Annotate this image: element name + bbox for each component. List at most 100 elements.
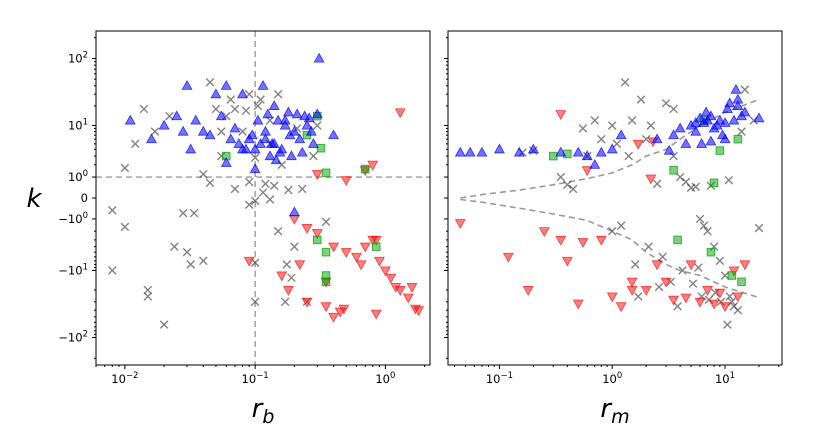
data-point-square <box>321 168 331 178</box>
data-point-triangle-down <box>394 286 406 296</box>
data-point-triangle-up <box>294 133 306 144</box>
data-point-x <box>703 226 712 236</box>
data-point-triangle-up <box>305 125 317 136</box>
data-point-triangle-up <box>264 150 276 161</box>
data-point-triangle-up <box>615 129 627 140</box>
x-tick-label: 10−1 <box>242 371 269 386</box>
data-point-triangle-up <box>285 150 297 161</box>
data-point-x <box>230 104 240 114</box>
y-tick-label: 100 <box>68 169 88 184</box>
data-point-triangle-down <box>685 260 697 271</box>
data-point-triangle-up <box>204 129 216 140</box>
data-point-triangle-down <box>282 286 294 296</box>
data-point-triangle-down <box>301 297 313 308</box>
data-point-x <box>205 77 215 87</box>
data-point-triangle-up <box>185 143 197 154</box>
data-point-x <box>652 179 662 189</box>
data-point-triangle-down <box>373 256 385 267</box>
data-point-x <box>297 184 307 194</box>
data-point-triangle-up <box>476 146 488 157</box>
data-point-x <box>644 242 653 251</box>
data-point-triangle-up <box>233 138 245 148</box>
data-point-x <box>607 226 617 236</box>
data-point-triangle-up <box>190 114 202 125</box>
data-point-triangle-down <box>615 302 627 313</box>
data-point-x <box>284 185 293 195</box>
data-point-x <box>630 260 640 269</box>
data-point-x <box>211 104 221 114</box>
data-point-triangle-up <box>717 129 728 140</box>
data-point-square <box>360 164 370 174</box>
data-point-triangle-down <box>288 214 300 225</box>
data-point-x <box>143 292 153 301</box>
data-point-x <box>715 256 725 266</box>
x-tick-label: 100 <box>375 371 395 386</box>
data-point-x <box>120 222 130 232</box>
x-axis: 10−1 100 101 <box>454 365 780 386</box>
data-point-x <box>217 127 226 136</box>
data-point-x <box>199 256 208 266</box>
data-point-triangle-up <box>257 79 269 90</box>
series-blue_up <box>454 83 765 169</box>
y-axis: 102 101 100 0 −100 −101 −102 <box>58 37 96 359</box>
data-point-x <box>646 121 656 130</box>
data-point-square <box>673 235 682 245</box>
data-point-triangle-up <box>276 143 288 154</box>
data-point-triangle-up <box>668 129 680 140</box>
data-point-x <box>624 151 634 161</box>
data-point-triangle-down <box>367 160 379 171</box>
data-point-x <box>238 127 247 136</box>
data-point-triangle-down <box>311 229 323 239</box>
data-point-x <box>258 188 268 197</box>
series-blue_up <box>124 52 340 217</box>
series-gray_x <box>107 77 331 329</box>
data-point-square <box>312 235 322 245</box>
data-point-x <box>654 282 664 292</box>
data-point-triangle-down <box>728 266 740 277</box>
data-point-triangle-down <box>577 238 589 248</box>
data-point-x <box>205 178 215 188</box>
data-point-x <box>143 285 153 295</box>
data-point-triangle-down <box>595 235 607 246</box>
data-point-triangle-down <box>660 277 672 288</box>
data-point-triangle-down <box>645 174 657 185</box>
data-point-triangle-down <box>502 252 514 263</box>
data-point-triangle-down <box>572 299 584 310</box>
data-point-triangle-up <box>249 163 261 174</box>
data-point-x <box>641 134 651 144</box>
data-point-x <box>733 305 743 315</box>
data-point-x <box>720 271 730 280</box>
data-point-triangle-up <box>197 125 209 136</box>
series-gray_x <box>518 77 764 329</box>
data-point-triangle-down <box>328 312 340 323</box>
data-point-triangle-up <box>328 129 340 140</box>
data-point-square <box>316 143 326 153</box>
data-point-triangle-up <box>279 114 291 125</box>
y-axis-label: k <box>26 184 42 214</box>
data-point-triangle-up <box>313 52 325 63</box>
data-point-triangle-up <box>581 150 593 161</box>
data-point-x <box>596 134 606 144</box>
data-point-triangle-down <box>370 309 382 320</box>
data-point-triangle-up <box>730 83 742 94</box>
data-point-triangle-down <box>351 252 362 263</box>
data-point-triangle-up <box>714 114 726 125</box>
data-point-x <box>250 196 260 206</box>
data-point-square <box>371 242 381 251</box>
data-point-x <box>321 217 331 227</box>
data-point-triangle-up <box>690 125 702 136</box>
data-point-triangle-up <box>606 143 618 154</box>
data-point-x <box>673 302 682 311</box>
data-point-triangle-down <box>522 286 534 296</box>
data-point-triangle-down <box>606 292 618 303</box>
data-point-square <box>715 146 725 155</box>
y-tick-label: 102 <box>68 51 88 66</box>
data-point-triangle-up <box>572 146 584 157</box>
data-point-square <box>737 277 746 287</box>
data-point-triangle-down <box>632 139 644 150</box>
data-point-triangle-up <box>272 114 284 125</box>
data-point-square <box>321 277 331 287</box>
data-point-triangle-up <box>303 112 315 123</box>
data-point-triangle-up <box>719 117 731 127</box>
data-point-triangle-up <box>225 133 237 144</box>
